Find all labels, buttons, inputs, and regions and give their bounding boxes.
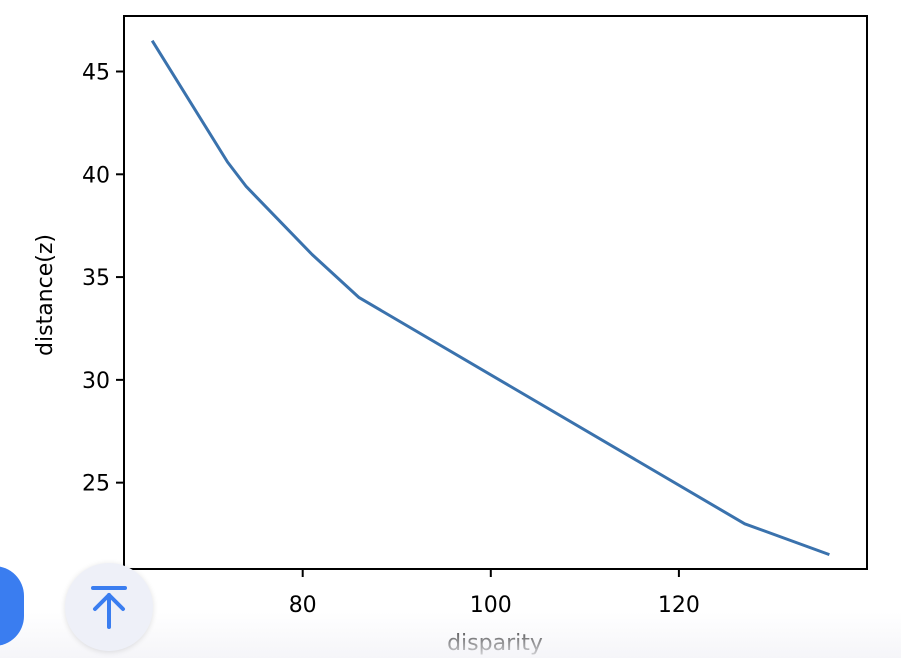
- plot-frame: [123, 15, 868, 570]
- x-tick-label: 100: [470, 593, 512, 618]
- x-tick-label: 80: [289, 593, 317, 618]
- x-axis: 80 100 120: [289, 569, 700, 618]
- y-axis-title: distance(z): [33, 234, 58, 356]
- y-tick-label: 35: [82, 266, 110, 291]
- y-axis: 25 30 35 40 45: [82, 61, 124, 497]
- y-tick-label: 25: [82, 472, 110, 497]
- y-tick-label: 45: [82, 61, 110, 86]
- y-tick-label: 40: [82, 163, 110, 188]
- scroll-to-top-button[interactable]: [65, 563, 153, 651]
- arrow-up-to-line-icon: [91, 586, 127, 629]
- x-axis-title: disparity: [447, 631, 543, 656]
- y-tick-label: 30: [82, 369, 110, 394]
- series-line: [150, 39, 830, 557]
- x-tick-label: 120: [658, 593, 700, 618]
